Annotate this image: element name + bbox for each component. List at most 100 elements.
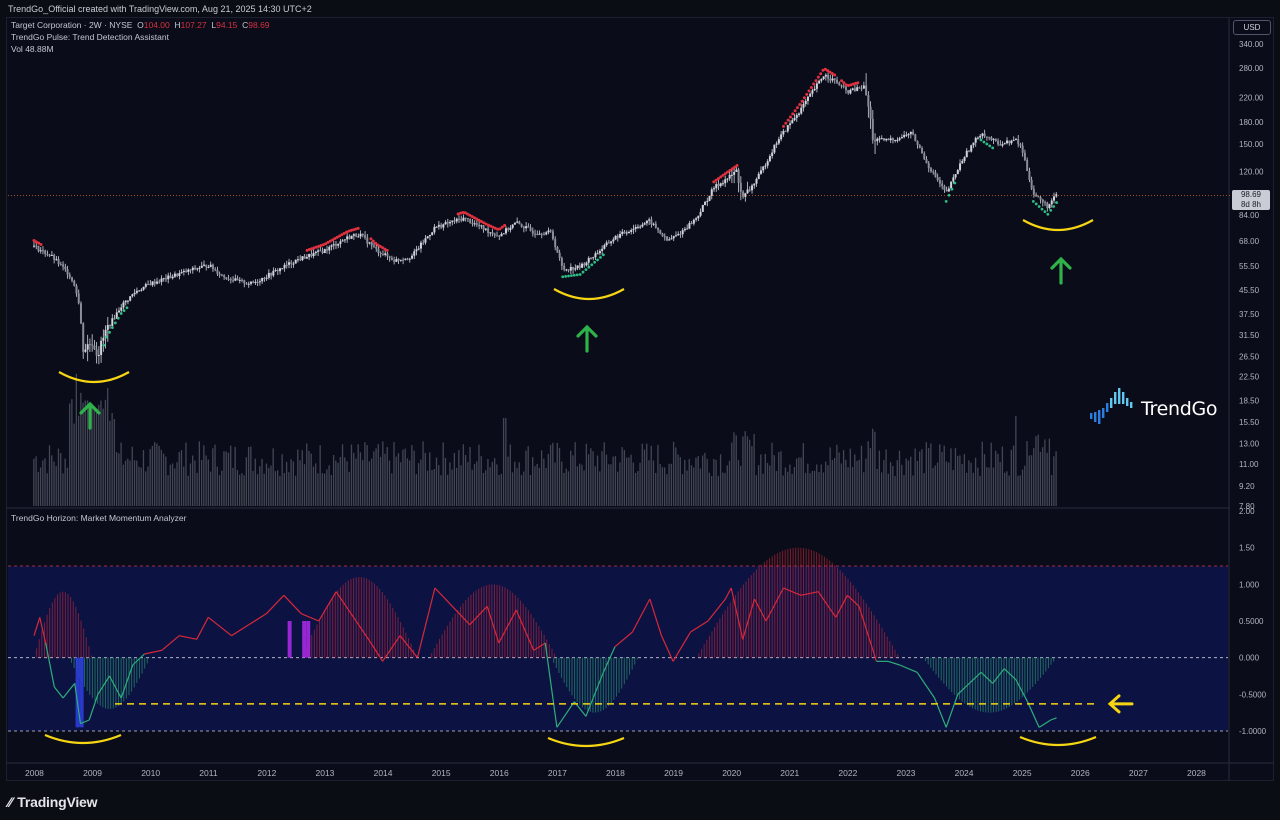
- candle-body: [57, 259, 60, 265]
- volume-bar: [932, 467, 934, 506]
- momentum-line-segment: [556, 701, 575, 728]
- volume-bar: [880, 472, 883, 506]
- candle-body: [111, 318, 114, 327]
- oscillator-legend[interactable]: TrendGo Horizon: Market Momentum Analyze…: [11, 513, 187, 523]
- candle-body: [310, 253, 313, 257]
- osc-tick-label: 1.50: [1239, 544, 1255, 553]
- symbol-name[interactable]: Target Corporation · 2W · NYSE: [11, 20, 133, 30]
- momentum-line-segment: [730, 587, 744, 640]
- candle-body: [549, 230, 552, 232]
- volume-bar: [359, 452, 362, 506]
- volume-bar: [581, 464, 583, 506]
- candle-body: [909, 131, 912, 135]
- candle-body: [771, 152, 774, 157]
- bear-marker: [326, 240, 330, 244]
- currency-button[interactable]: USD: [1233, 20, 1271, 35]
- volume-bar: [259, 466, 261, 506]
- candle-body: [458, 218, 461, 220]
- candle-body: [366, 237, 369, 244]
- candle-body: [142, 286, 145, 290]
- candle-body: [384, 253, 387, 255]
- volume-bar: [795, 458, 798, 506]
- volume-bar: [554, 462, 556, 506]
- volume-bar: [572, 455, 574, 506]
- candle-body: [880, 138, 883, 140]
- volume-bar: [348, 471, 350, 506]
- close-label: C: [242, 20, 249, 30]
- candle-body: [59, 264, 62, 266]
- volume-bar: [715, 459, 717, 506]
- candle-body: [744, 193, 747, 197]
- time-tick-label: 2016: [490, 768, 509, 778]
- volume-bar: [708, 472, 711, 506]
- candle-body: [527, 226, 530, 228]
- candle-body: [1003, 143, 1006, 145]
- candle-body: [856, 87, 859, 91]
- candle-body: [914, 134, 917, 142]
- candle-body: [945, 189, 948, 192]
- volume-bar: [699, 468, 702, 506]
- volume-bar: [690, 465, 693, 506]
- signal-highlight-bar: [287, 621, 292, 658]
- candle-body: [657, 227, 660, 231]
- time-tick-label: 2022: [838, 768, 857, 778]
- candle-body: [227, 278, 230, 280]
- time-tick-label: 2012: [257, 768, 276, 778]
- candle-body: [786, 125, 789, 132]
- volume-bar: [214, 444, 216, 506]
- volume-bar: [1010, 449, 1013, 506]
- momentum-line-segment: [469, 605, 488, 626]
- candle-body: [303, 256, 306, 259]
- candle-body: [782, 130, 785, 135]
- bear-marker: [371, 239, 375, 243]
- indicator-legend[interactable]: TrendGo Pulse: Trend Detection Assistant: [11, 32, 169, 42]
- candle-body: [236, 278, 239, 281]
- candle-body: [176, 273, 179, 276]
- volume-bar: [748, 439, 751, 506]
- candle-body: [171, 276, 174, 279]
- bear-marker: [383, 247, 387, 251]
- candle-body: [209, 264, 212, 267]
- volume-bar: [529, 474, 532, 506]
- candle-body: [674, 235, 677, 237]
- candle-body: [641, 224, 644, 227]
- candle-body: [851, 88, 854, 91]
- candle-body: [663, 236, 666, 238]
- candle-body: [135, 290, 138, 293]
- bull-marker: [988, 144, 992, 148]
- candle-body: [858, 87, 861, 89]
- candle-body: [733, 171, 736, 175]
- volume-bar: [469, 446, 471, 506]
- volume-bar: [693, 467, 695, 506]
- price-tick-label: 31.50: [1239, 331, 1260, 340]
- candle-body: [408, 258, 411, 260]
- volume-bar: [341, 444, 344, 506]
- candle-body: [88, 344, 91, 346]
- volume-bar: [216, 466, 218, 506]
- candle-body: [305, 257, 308, 259]
- candle-body: [777, 139, 780, 144]
- volume-bar: [822, 472, 825, 506]
- volume-bar: [652, 460, 655, 506]
- volume-bar: [368, 461, 371, 506]
- logo-bar: [1114, 392, 1117, 404]
- volume-bar: [292, 461, 294, 506]
- bear-marker: [381, 246, 385, 250]
- volume-bar: [60, 452, 62, 506]
- volume-bar: [68, 403, 71, 506]
- momentum-line-segment: [161, 635, 180, 651]
- volume-bar: [509, 444, 511, 506]
- candle-body: [545, 232, 548, 235]
- candle-body: [194, 267, 197, 270]
- volume-bar: [918, 451, 921, 506]
- bear-marker: [307, 248, 311, 252]
- candle-body: [48, 254, 51, 256]
- logo-bar: [1094, 412, 1097, 422]
- bull-marker: [122, 309, 126, 313]
- volume-bar: [51, 455, 53, 506]
- candle-body: [86, 344, 89, 350]
- candle-body: [263, 277, 266, 279]
- tradingview-logo[interactable]: ⁄∕ TradingView: [8, 794, 97, 810]
- volume-legend[interactable]: Vol 48.88M: [11, 44, 54, 54]
